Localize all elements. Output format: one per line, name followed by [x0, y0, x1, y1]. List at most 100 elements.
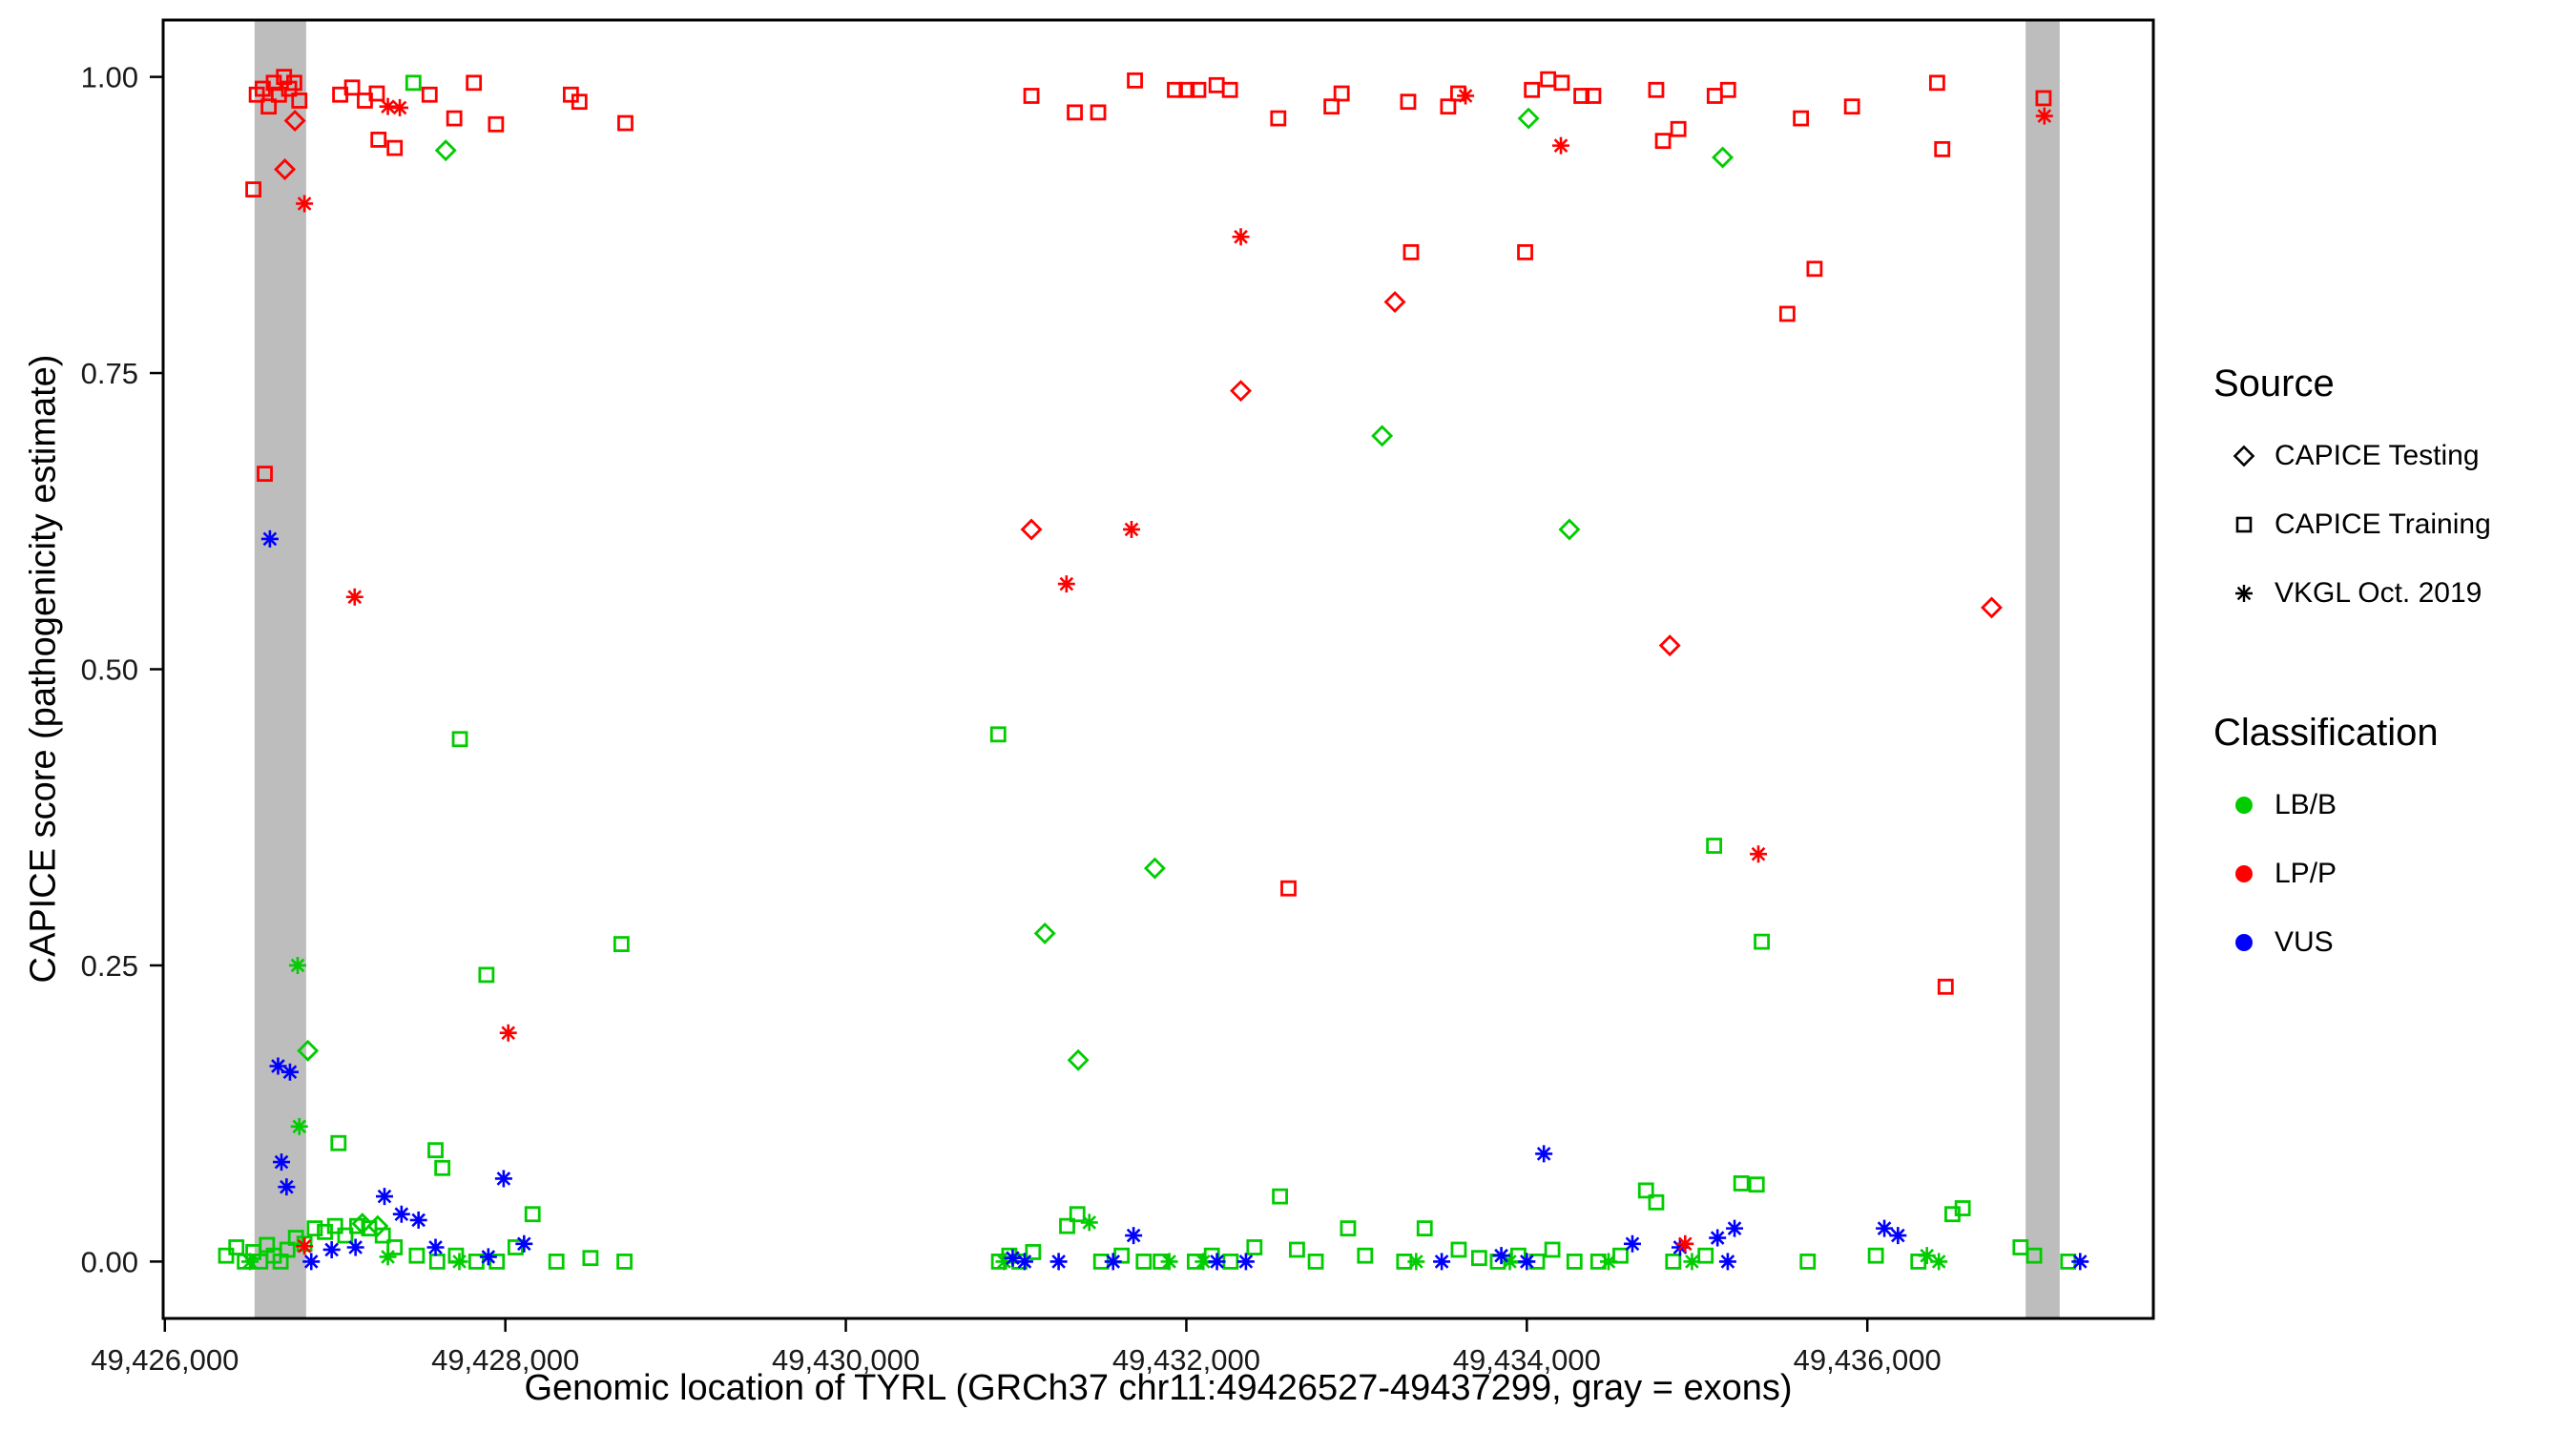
data-point-square: [1612, 1247, 1629, 1264]
data-point-square: [571, 93, 588, 111]
data-point-square: [1665, 1253, 1682, 1270]
data-point-square: [1733, 1175, 1750, 1192]
data-point-asterisk: [1552, 136, 1570, 155]
data-point-square: [330, 1134, 347, 1151]
data-point-asterisk: [290, 1117, 308, 1135]
data-point-square: [1069, 1206, 1086, 1223]
exon-band: [2025, 20, 2060, 1318]
data-point-square: [368, 85, 385, 102]
data-point-asterisk: [479, 1248, 497, 1266]
data-point-square: [421, 86, 438, 103]
data-point-diamond: [1371, 425, 1394, 447]
data-point-square: [582, 1250, 599, 1267]
data-point-asterisk: [391, 98, 409, 116]
y-axis-title: CAPICE score (pathogenicity estimate): [23, 354, 64, 984]
data-point-asterisk: [1122, 520, 1140, 538]
data-point-asterisk: [1709, 1229, 1727, 1247]
data-point-square: [1270, 110, 1287, 127]
data-point-diamond: [1712, 146, 1735, 169]
data-point-asterisk: [2071, 1253, 2089, 1271]
data-point-square: [408, 1247, 426, 1264]
data-point-square: [343, 79, 361, 96]
data-point-square: [260, 98, 278, 115]
data-point-square: [1573, 88, 1590, 104]
y-tick-label: 1.00: [81, 61, 138, 94]
data-point-asterisk: [288, 956, 306, 974]
data-point-diamond: [1658, 634, 1681, 657]
data-point-square: [1648, 1193, 1665, 1211]
legend-item-label: CAPICE Training: [2275, 508, 2491, 540]
data-point-asterisk: [273, 1153, 291, 1172]
data-point-asterisk: [296, 1237, 314, 1255]
data-point-square: [1510, 1247, 1527, 1264]
data-point-square: [370, 132, 387, 148]
data-point-diamond: [274, 157, 297, 180]
data-point-square: [1637, 1182, 1654, 1199]
data-point-square: [1289, 1241, 1305, 1258]
data-point-square: [1524, 81, 1541, 98]
data-point-square: [1470, 1250, 1487, 1267]
data-point-square: [427, 1142, 444, 1159]
data-point-square: [291, 93, 308, 109]
data-point-square: [279, 1241, 296, 1258]
data-point-square: [1323, 98, 1340, 115]
y-tick-label: 0.00: [81, 1245, 138, 1278]
data-point-square: [1222, 1253, 1239, 1270]
lbb-dot-icon: [2235, 797, 2253, 814]
legend-item-lpp: LP/P: [2213, 840, 2566, 908]
data-point-diamond: [1020, 518, 1043, 541]
x-tick-label: 49,428,000: [431, 1343, 579, 1377]
data-point-square: [613, 936, 630, 952]
data-point-asterisk: [450, 1253, 468, 1271]
data-point-square: [524, 1206, 541, 1223]
data-point-asterisk: [1750, 845, 1768, 863]
legend-item-label: LB/B: [2275, 789, 2337, 820]
data-point-diamond: [434, 139, 457, 162]
data-point-diamond: [1558, 518, 1581, 541]
data-point-asterisk: [1015, 1253, 1033, 1271]
data-point-asterisk: [1457, 87, 1475, 105]
data-point-square: [488, 1253, 506, 1270]
data-point-asterisk: [499, 1024, 517, 1042]
data-point-square: [478, 966, 495, 984]
data-point-square: [386, 139, 404, 156]
data-point-asterisk: [1195, 1253, 1213, 1271]
data-point-square: [989, 726, 1007, 743]
data-point-asterisk: [1104, 1253, 1122, 1271]
data-point-square: [1566, 1253, 1583, 1270]
data-point-square: [1246, 1239, 1263, 1255]
data-point-asterisk: [515, 1234, 533, 1253]
data-point-square: [428, 1253, 446, 1270]
data-point-square: [1440, 98, 1457, 115]
data-point-square: [1867, 1247, 1884, 1264]
data-point-asterisk: [346, 1238, 364, 1256]
data-point-asterisk: [1049, 1253, 1068, 1271]
data-point-square: [337, 1227, 354, 1244]
legend-item-vus: VUS: [2213, 908, 2566, 977]
data-point-asterisk: [302, 1253, 321, 1271]
x-tick-label: 49,426,000: [91, 1343, 239, 1377]
data-point-square: [1221, 81, 1238, 98]
data-point-diamond: [1033, 922, 1056, 944]
data-point-square: [434, 1159, 451, 1176]
data-point-square: [386, 1239, 404, 1255]
data-point-asterisk: [1433, 1253, 1451, 1271]
data-point-diamond: [1143, 857, 1166, 880]
data-point-square: [1280, 880, 1297, 897]
legend-item-label: VUS: [2275, 926, 2334, 958]
data-point-square: [1340, 1220, 1357, 1237]
data-point-square: [1706, 88, 1723, 104]
data-point-square: [1954, 1200, 1971, 1216]
data-point-diamond: [297, 1039, 320, 1062]
data-point-diamond: [1067, 1048, 1090, 1071]
data-point-asterisk: [1492, 1247, 1510, 1265]
data-point-asterisk: [426, 1238, 445, 1256]
data-point-asterisk: [1930, 1253, 1948, 1271]
data-point-square: [1654, 133, 1672, 150]
data-point-asterisk: [1125, 1227, 1143, 1245]
data-point-square: [1357, 1247, 1374, 1264]
data-point-square: [1067, 104, 1083, 121]
data-point-square: [616, 1253, 633, 1270]
legend-classification-items: LB/B LP/P VUS: [2213, 771, 2566, 977]
